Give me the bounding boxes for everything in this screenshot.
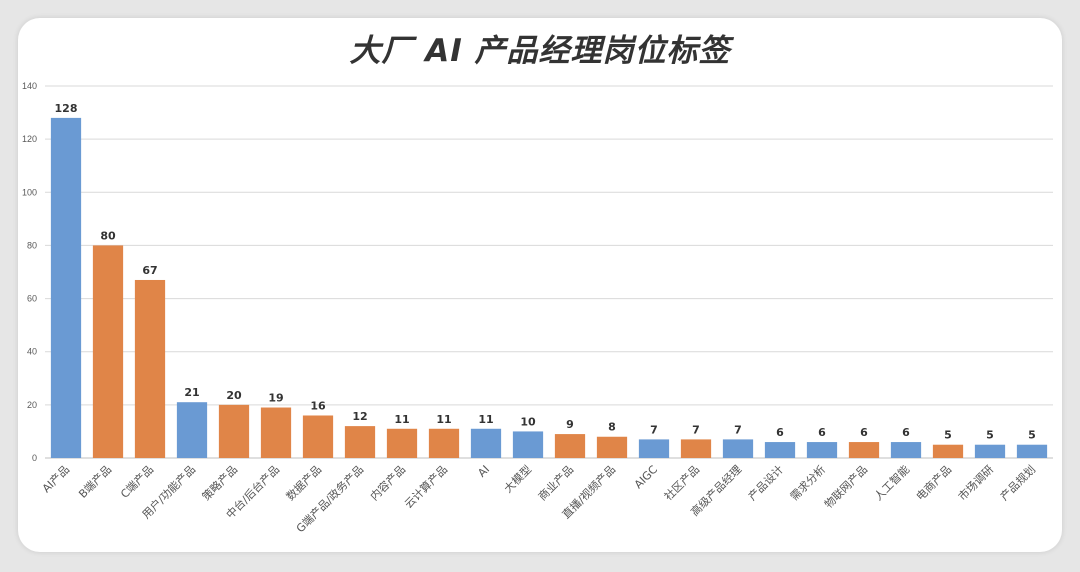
bar: [722, 439, 754, 458]
y-tick-label: 0: [32, 453, 37, 463]
x-tick-label: 市场调研: [955, 462, 996, 503]
bar: [1016, 444, 1048, 458]
bar: [638, 439, 670, 458]
x-tick-label: AIGC: [632, 463, 660, 491]
y-tick-label: 60: [27, 294, 37, 304]
data-label: 6: [902, 426, 910, 439]
bar: [890, 442, 922, 458]
x-tick-label: 需求分析: [787, 462, 828, 503]
x-tick-label: 内容产品: [367, 462, 408, 503]
bar: [260, 407, 292, 458]
bar: [428, 428, 460, 458]
bar: [932, 444, 964, 458]
y-tick-label: 100: [22, 187, 37, 197]
bar: [554, 434, 586, 458]
data-label: 6: [776, 426, 784, 439]
x-tick-label: 策略产品: [199, 462, 240, 503]
data-label: 8: [608, 421, 616, 434]
data-label: 5: [944, 429, 952, 442]
bar: [764, 442, 796, 458]
x-tick-label: C端产品: [117, 462, 156, 501]
x-tick-label: 商业产品: [535, 462, 576, 503]
x-tick-label: B端产品: [76, 462, 115, 501]
y-tick-label: 40: [27, 347, 37, 357]
data-label: 67: [142, 264, 157, 277]
bar: [50, 117, 82, 458]
data-label: 7: [692, 423, 700, 436]
bar: [974, 444, 1006, 458]
x-tick-label: 人工智能: [871, 462, 912, 503]
bar: [848, 442, 880, 458]
data-label: 5: [1028, 429, 1036, 442]
data-label: 10: [520, 415, 536, 428]
y-tick-label: 120: [22, 134, 37, 144]
data-label: 11: [436, 413, 451, 426]
x-tick-label: 大模型: [501, 462, 534, 495]
bar: [218, 404, 250, 458]
bar: [386, 428, 418, 458]
x-tick-label: 数据产品: [283, 462, 324, 503]
y-tick-label: 20: [27, 400, 37, 410]
data-label: 128: [55, 102, 78, 115]
data-label: 12: [352, 410, 367, 423]
x-tick-label: 产品设计: [745, 462, 786, 503]
bar: [470, 428, 502, 458]
x-tick-label: AI产品: [39, 462, 72, 495]
x-tick-label: AI: [475, 463, 492, 480]
bar: [806, 442, 838, 458]
x-tick-label: 物联网产品: [821, 462, 870, 511]
bar: [134, 279, 166, 458]
x-tick-label: 云计算产品: [401, 462, 450, 511]
y-tick-label: 140: [22, 81, 37, 91]
data-label: 16: [310, 399, 326, 412]
bar: [92, 245, 124, 458]
bar: [302, 415, 334, 458]
data-label: 6: [860, 426, 868, 439]
y-tick-label: 80: [27, 240, 37, 250]
data-label: 80: [100, 229, 116, 242]
data-label: 7: [650, 423, 658, 436]
bar: [680, 439, 712, 458]
chart-title: 大厂 AI 产品经理岗位标签: [349, 33, 731, 69]
bar: [176, 402, 208, 458]
data-label: 11: [394, 413, 409, 426]
x-tick-label: 产品规划: [997, 462, 1038, 503]
data-label: 5: [986, 429, 994, 442]
data-label: 21: [184, 386, 199, 399]
data-label: 6: [818, 426, 826, 439]
bar: [512, 431, 544, 458]
bar: [344, 426, 376, 458]
x-tick-label: 社区产品: [661, 462, 702, 503]
chart-card: [18, 18, 1062, 552]
data-label: 9: [566, 418, 574, 431]
data-label: 19: [268, 392, 283, 405]
data-label: 7: [734, 423, 742, 436]
data-label: 20: [226, 389, 242, 402]
x-tick-label: 电商产品: [913, 462, 954, 503]
bar: [596, 436, 628, 458]
data-label: 11: [478, 413, 493, 426]
